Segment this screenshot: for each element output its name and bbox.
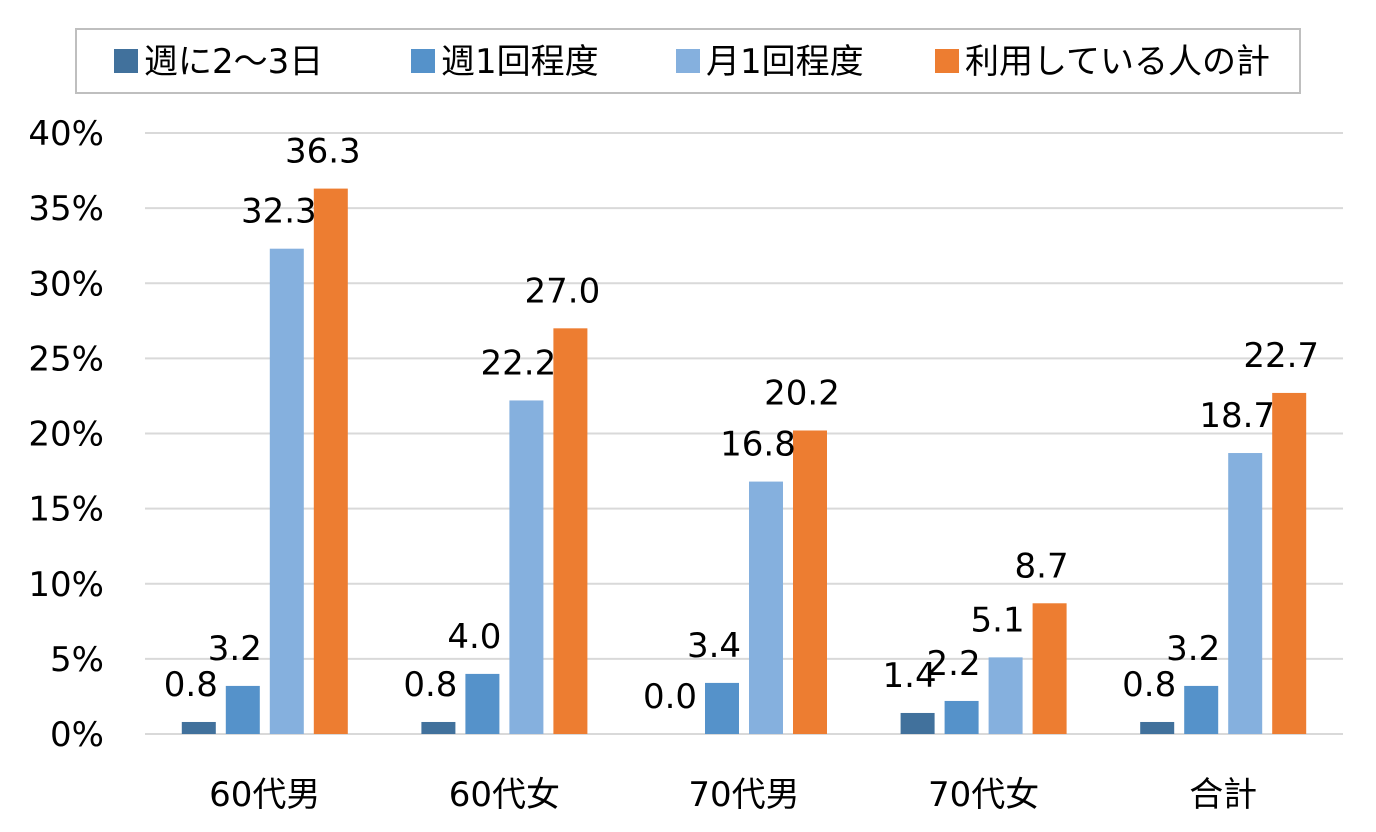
legend-swatch [411,49,435,73]
bar [1184,685,1219,734]
data-label: 2.2 [927,644,981,684]
data-label: 36.3 [285,132,361,172]
data-label: 8.7 [1015,546,1069,586]
data-label: 0.0 [643,677,697,717]
bar [705,682,739,734]
data-labels: 0.83.232.336.30.84.022.227.00.03.416.820… [164,132,1319,717]
data-label: 27.0 [525,271,601,311]
data-label: 20.2 [764,373,840,413]
data-label: 0.8 [403,665,457,705]
bar [269,248,304,734]
bar [988,657,1023,734]
bar [181,721,216,734]
bar [465,673,500,734]
x-category-label: 60代女 [449,775,560,815]
y-tick-label: 5% [50,640,104,680]
data-label: 3.2 [1166,629,1220,669]
y-tick-label: 15% [28,490,104,530]
bar [1032,603,1067,734]
bar [1228,453,1263,734]
legend-label: 利用している人の計 [965,42,1270,82]
y-tick-label: 35% [28,189,104,229]
y-tick-label: 25% [28,339,104,379]
y-axis: 0% 5% 10% 15% 20% 25% 30% 35% 40% [28,114,104,755]
bar [553,328,588,734]
y-tick-label: 40% [28,114,104,154]
x-category-label: 60代男 [209,775,320,815]
bar [1140,721,1175,734]
x-category-label: 70代男 [688,775,799,815]
data-label: 16.8 [720,425,796,465]
legend-swatch [114,49,138,73]
bar [421,721,456,734]
y-tick-label: 0% [50,715,104,755]
bar [225,685,260,734]
data-label: 3.4 [687,626,741,666]
legend-label: 週1回程度 [441,42,599,82]
bar [313,188,348,734]
bar [1272,392,1307,734]
legend-swatch [676,49,700,73]
legend: 週に2～3日 週1回程度 月1回程度 利用している人の計 [75,28,1301,94]
data-label: 1.4 [883,656,937,696]
data-label: 5.1 [971,600,1025,640]
data-label: 22.2 [481,343,557,383]
data-label: 4.0 [447,617,501,657]
legend-label: 月1回程度 [706,42,864,82]
bar [944,700,979,734]
y-tick-label: 30% [28,264,104,304]
data-label: 18.7 [1199,396,1275,436]
data-label: 32.3 [241,192,317,232]
x-category-label: 70代女 [928,775,1039,815]
data-label: 22.7 [1243,336,1319,376]
bar [749,481,783,734]
bar [900,712,935,734]
data-label: 0.8 [1122,665,1176,705]
bar [509,400,544,734]
data-label: 0.8 [164,665,218,705]
x-category-label: 合計 [1189,775,1257,815]
data-label: 3.2 [208,629,262,669]
bars [181,188,1307,734]
y-tick-label: 10% [28,565,104,605]
bar [793,430,827,734]
legend-label: 週に2～3日 [144,42,323,82]
legend-swatch [935,49,959,73]
y-tick-label: 20% [28,415,104,455]
x-axis: 60代男 60代女 70代男 70代女 合計 [209,775,1257,815]
